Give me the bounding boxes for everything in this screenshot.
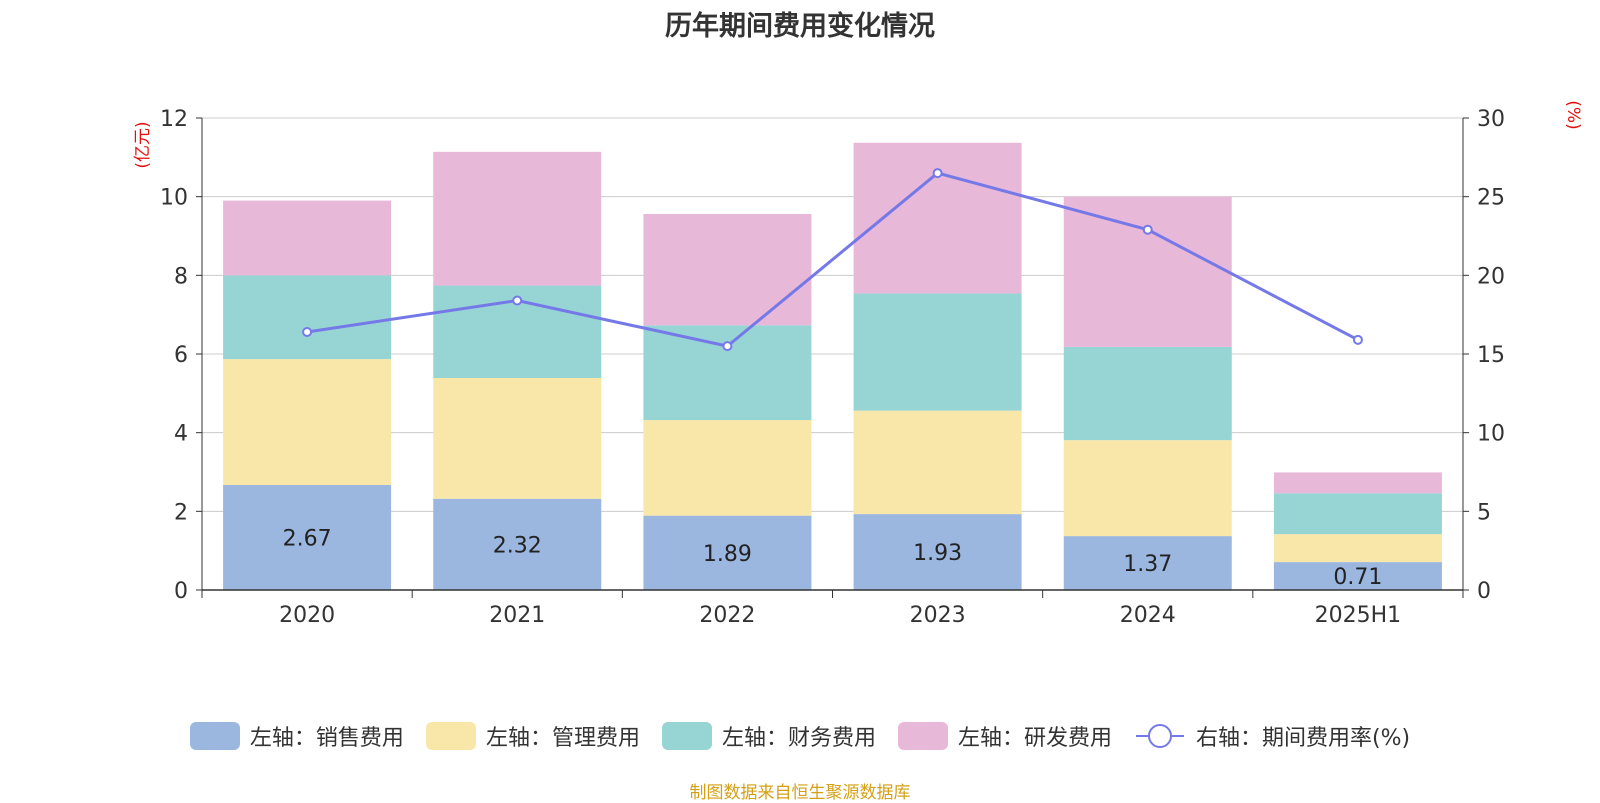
legend-label-admin: 左轴：管理费用: [485, 726, 640, 751]
left-axis-tick-label: 8: [174, 264, 188, 289]
rate-point: [512, 295, 523, 306]
legend-swatch-sales: [189, 722, 240, 750]
bar-data-label: 2.32: [493, 533, 542, 558]
bar-segment: [223, 275, 392, 360]
legend-swatch-admin: [425, 722, 476, 750]
bar-segment: [433, 498, 602, 590]
right-axis-tick-label: 15: [1477, 343, 1505, 368]
right-axis-tick-label: 5: [1477, 500, 1491, 525]
bar-layer: [223, 142, 1442, 590]
bar-segment: [643, 420, 812, 516]
bar-segment: [1273, 562, 1442, 590]
left-axis-tick-label: 2: [174, 500, 188, 525]
bar-segment: [433, 151, 602, 286]
x-axis-tick-label: 2025H1: [1315, 603, 1402, 628]
bar-segment: [853, 410, 1022, 515]
rate-point: [1142, 224, 1153, 235]
legend-item-admin[interactable]: 左轴：管理费用: [425, 720, 640, 752]
legend-line-marker-icon: [1135, 724, 1184, 748]
right-axis-unit-label: (%): [1563, 100, 1583, 129]
rate-line: [306, 171, 1359, 348]
bar-segment: [1273, 472, 1442, 494]
grid-lines: [202, 117, 1463, 512]
legend-label-rate: 右轴：期间费用率(%): [1195, 726, 1411, 751]
bar-segment: [1063, 536, 1232, 590]
bar-segment: [1063, 440, 1232, 537]
legend-item-rate[interactable]: 右轴：期间费用率(%): [1134, 720, 1410, 752]
legend-swatch-finance: [661, 722, 712, 750]
x-axis-tick-label: 2023: [910, 603, 966, 628]
source-note: 制图数据来自恒生聚源数据库: [689, 783, 911, 803]
bar-segment: [433, 377, 602, 499]
rate-point: [932, 168, 943, 179]
bar-segment: [1273, 493, 1442, 535]
right-axis-tick-label: 0: [1477, 579, 1491, 604]
bar-segment: [853, 514, 1022, 590]
left-axis-tick-label: 4: [174, 422, 188, 447]
rate-point: [722, 341, 733, 352]
left-axis-tick-label: 10: [160, 186, 188, 211]
legend-label-rd: 左轴：研发费用: [957, 726, 1112, 751]
legend-item-sales[interactable]: 左轴：销售费用: [189, 720, 404, 752]
bar-segment: [643, 515, 812, 590]
right-axis-tick-label: 20: [1477, 264, 1505, 289]
data-label-layer: 2.67 2.32 1.89 1.93 1.37 0.71: [283, 526, 1383, 590]
chart-title: 历年期间费用变化情况: [665, 11, 935, 42]
bar-data-label: 0.71: [1333, 565, 1382, 590]
legend: 左轴：销售费用 左轴：管理费用 左轴：财务费用 左轴：研发费用 右轴：期间费用率…: [0, 720, 1600, 752]
right-axis-tick-label: 25: [1477, 186, 1505, 211]
x-axis-tick-label: 2024: [1120, 603, 1176, 628]
bar-segment: [1273, 534, 1442, 563]
left-axis-unit-label: (亿元): [133, 121, 153, 168]
chart-canvas: 0 2 4 6 8 10 12 0 5 10 15 20 25 30 (亿元) (%) 2020 2021 2022…: [133, 100, 1583, 628]
bar-data-label: 1.37: [1123, 552, 1172, 577]
left-axis-tick-label: 12: [160, 107, 188, 132]
right-axis-tick-label: 30: [1477, 107, 1505, 132]
bar-segment: [223, 200, 392, 276]
bar-segment: [853, 142, 1022, 294]
left-axis-tick-label: 0: [174, 579, 188, 604]
x-axis-tick-label: 2022: [699, 603, 755, 628]
left-axis-tick-label: 6: [174, 343, 188, 368]
legend-item-finance[interactable]: 左轴：财务费用: [661, 720, 876, 752]
line-layer: [302, 168, 1363, 352]
bar-segment: [1063, 196, 1232, 347]
bar-segment: [223, 359, 392, 485]
bar-data-label: 1.89: [703, 542, 752, 567]
bar-segment: [643, 213, 812, 326]
rate-point: [1352, 334, 1363, 345]
bar-segment: [643, 325, 812, 421]
legend-item-rd[interactable]: 左轴：研发费用: [897, 720, 1112, 752]
bar-segment: [1063, 346, 1232, 441]
legend-swatch-rd: [897, 722, 948, 750]
bar-data-label: 2.67: [283, 526, 332, 551]
legend-label-finance: 左轴：财务费用: [721, 726, 876, 751]
x-axis-tick-label: 2020: [279, 603, 335, 628]
bar-data-label: 1.93: [913, 541, 962, 566]
axes-layer: 0 2 4 6 8 10 12 0 5 10 15 20 25 30 (亿元) (%) 2020 2021 2022…: [133, 100, 1583, 628]
rate-point: [302, 326, 313, 337]
legend-label-sales: 左轴：销售费用: [249, 726, 404, 751]
bar-segment: [223, 484, 392, 590]
bar-segment: [853, 293, 1022, 411]
x-axis-tick-label: 2021: [489, 603, 545, 628]
right-axis-tick-label: 10: [1477, 422, 1505, 447]
